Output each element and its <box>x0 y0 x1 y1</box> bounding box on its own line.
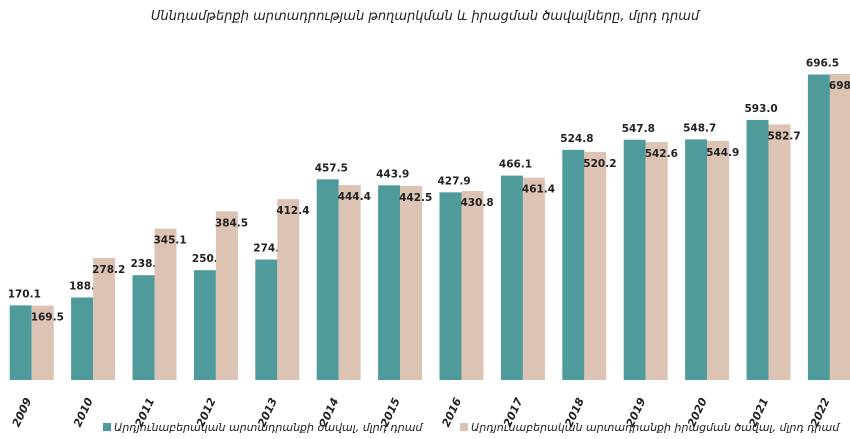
bar <box>71 297 94 380</box>
bar <box>584 151 607 380</box>
value-label: 169.5 <box>31 312 64 324</box>
bar <box>829 73 850 381</box>
bar <box>378 185 401 380</box>
bar <box>277 199 300 380</box>
bar <box>645 142 668 380</box>
value-label: 524.8 <box>560 133 593 145</box>
bar <box>439 192 462 380</box>
bar <box>461 191 484 380</box>
value-label: 444.4 <box>338 191 371 203</box>
value-label: 442.5 <box>399 192 432 204</box>
bar <box>707 141 730 380</box>
bar <box>338 185 361 380</box>
value-label: 412.4 <box>276 205 309 217</box>
value-label: 547.8 <box>622 123 655 135</box>
bar <box>215 211 238 380</box>
bar <box>9 305 32 380</box>
bar <box>316 179 339 380</box>
value-label: 542.6 <box>645 148 678 160</box>
value-label: 520.2 <box>583 158 616 170</box>
bar <box>522 177 545 380</box>
value-label: 548.7 <box>683 122 716 134</box>
bar <box>400 185 423 380</box>
bar <box>154 228 177 380</box>
value-label: 457.5 <box>315 162 348 174</box>
bar <box>93 257 116 380</box>
bar <box>807 74 830 380</box>
value-label: 582.7 <box>768 130 801 142</box>
legend-swatch <box>103 423 111 431</box>
value-label: 345.1 <box>154 235 187 247</box>
bar <box>685 139 708 380</box>
value-label: 384.5 <box>215 217 248 229</box>
value-label: 544.9 <box>706 147 739 159</box>
value-label: 170.1 <box>8 288 41 300</box>
bar <box>562 149 585 380</box>
value-label: 427.9 <box>438 175 471 187</box>
bar <box>193 270 216 380</box>
value-label: 593.0 <box>745 103 778 115</box>
value-label: 698. <box>829 80 850 92</box>
x-tick-label: 2009 <box>10 395 35 429</box>
value-label: 696.5 <box>806 58 839 70</box>
legend-label: Արդյունաբերական արտադրանքի ծավալ, մլրդ դ… <box>114 421 424 434</box>
bar <box>746 119 769 381</box>
value-label: 278.2 <box>92 264 125 276</box>
bar <box>255 259 278 380</box>
value-label: 461.4 <box>522 184 555 196</box>
bar <box>31 305 54 380</box>
bar <box>132 275 155 380</box>
bar <box>500 175 523 380</box>
chart-title: Սննդամթերքի արտադրության թողարկման և իրա… <box>151 9 701 24</box>
bar <box>768 124 791 380</box>
value-label: 430.8 <box>461 197 494 209</box>
value-label: 443.9 <box>376 168 409 180</box>
legend-swatch <box>460 423 468 431</box>
bar <box>623 139 646 380</box>
value-label: 466.1 <box>499 159 532 171</box>
legend-label: Արդյունաբերական արտադրանքի իրացման ծավալ… <box>471 421 841 434</box>
x-tick-label: 2010 <box>71 395 96 429</box>
